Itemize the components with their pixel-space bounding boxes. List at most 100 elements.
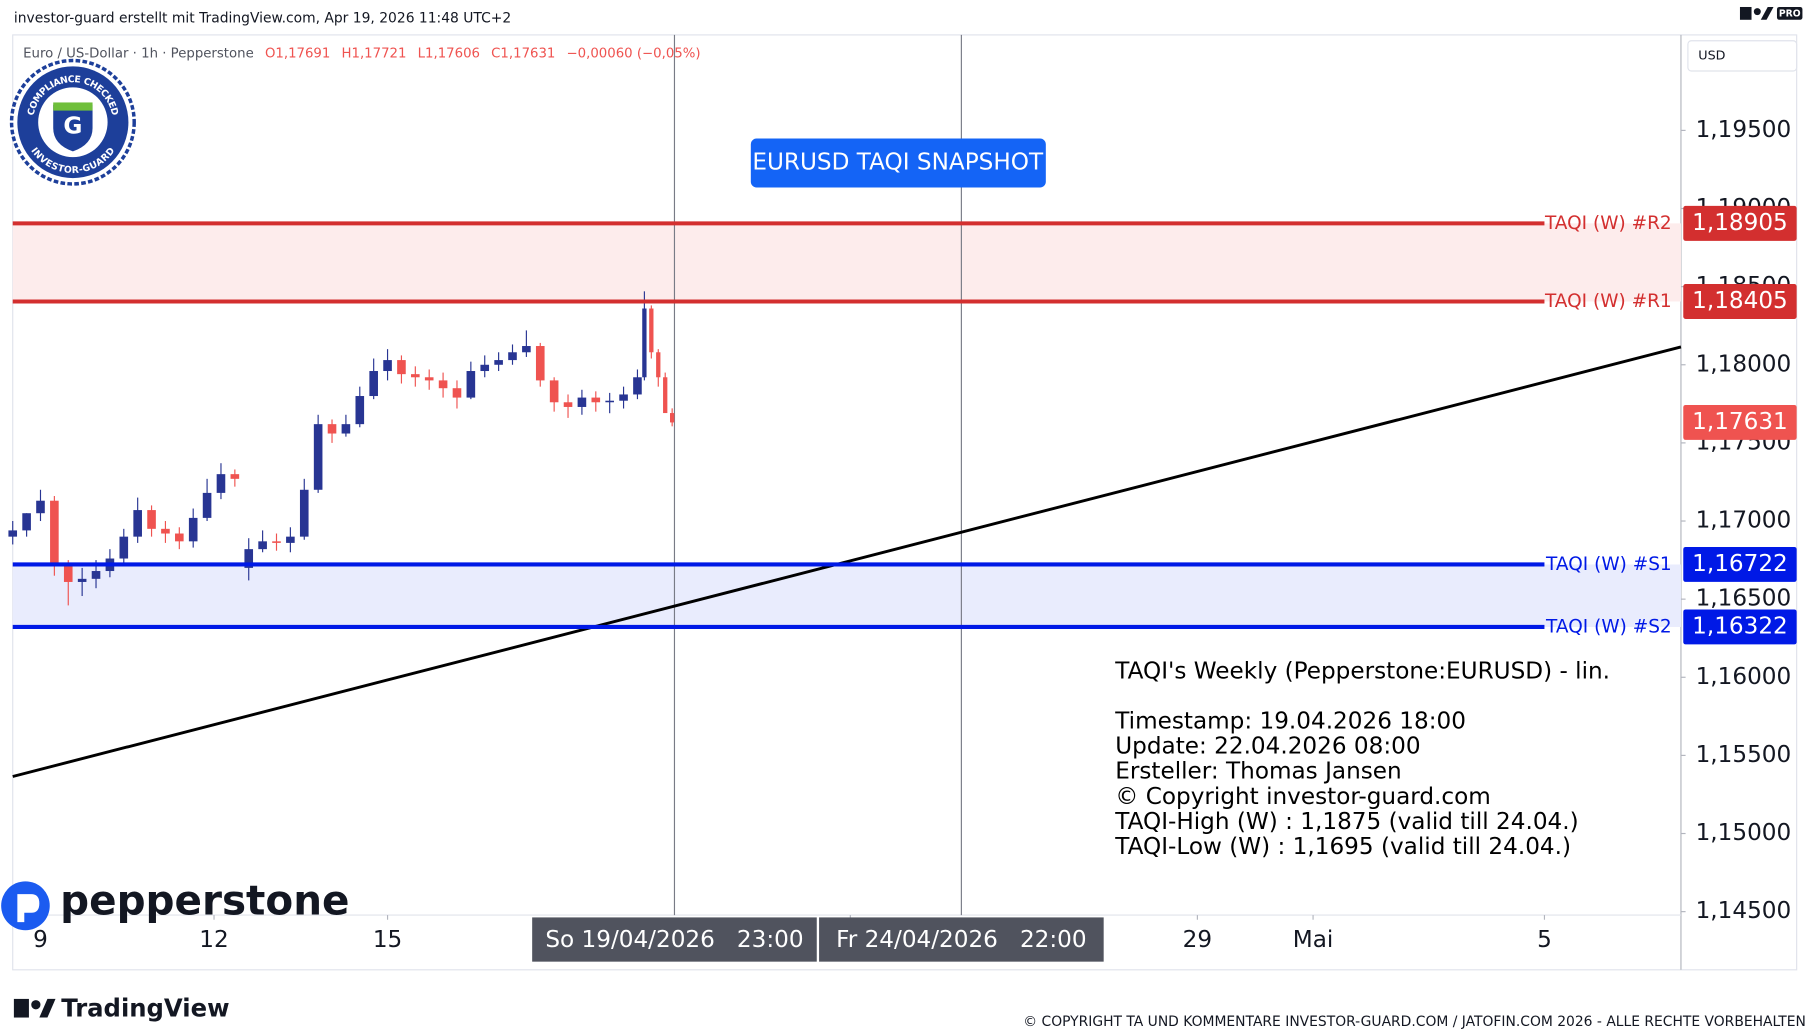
candle-body	[216, 474, 226, 493]
candle-body	[397, 360, 406, 375]
candle-body	[563, 402, 573, 407]
header-caption: investor-guard erstellt mit TradingView.…	[14, 11, 511, 27]
note-line: TAQI-Low (W) : 1,1695 (valid till 24.04.…	[1114, 833, 1571, 860]
legend-change: −0,00060 (−0,05%)	[567, 47, 701, 62]
candle-body	[313, 424, 323, 490]
last-price-label: 1,17631	[1692, 408, 1788, 435]
marker-box	[532, 917, 817, 962]
legend-open: O1,17691	[265, 47, 330, 62]
candle-body	[202, 492, 212, 518]
last-price-box	[1683, 404, 1797, 440]
candle-body	[175, 533, 184, 542]
compliance-badge: COMPLIANCE CHECKED INVESTOR-GUARD G	[9, 58, 136, 186]
copyright: © COPYRIGHT TA UND KOMMENTARE INVESTOR-G…	[1023, 1014, 1806, 1030]
y-tick-label: 1,19500	[1696, 116, 1792, 143]
candle-body	[605, 400, 614, 403]
chart-title: EURUSD TAQI SNAPSHOT	[752, 148, 1044, 175]
legend-high: H1,17721	[342, 47, 407, 62]
candle-body	[494, 360, 503, 365]
level-price-label: 1,16322	[1692, 612, 1788, 639]
candle-body	[633, 377, 642, 395]
candle-body	[535, 346, 545, 381]
candle-body	[161, 528, 170, 534]
y-tick-label: 1,16500	[1696, 585, 1792, 612]
note-line: Update: 22.04.2026 08:00	[1115, 732, 1420, 759]
candle-body	[36, 500, 45, 514]
x-tick-label: Mai	[1293, 926, 1334, 953]
currency-box	[1687, 40, 1798, 72]
note-line: TAQI-High (W) : 1,1875 (valid till 24.04…	[1114, 808, 1578, 835]
candle-body	[133, 510, 142, 537]
candle-body	[230, 474, 240, 479]
level-price-box	[1683, 205, 1797, 241]
candle-body	[649, 308, 654, 353]
candle-body	[670, 413, 675, 423]
candle-body	[438, 380, 448, 389]
candle-body	[466, 371, 476, 398]
x-tick-label: 12	[199, 926, 228, 953]
level-zone	[12, 223, 1681, 302]
legend-close: C1,17631	[491, 47, 555, 62]
candle-body	[424, 377, 434, 381]
y-tick-label: 1,17000	[1696, 506, 1792, 533]
y-tick-label: 1,15500	[1696, 741, 1792, 768]
marker-label: Fr 24/04/2026 22:00	[836, 926, 1087, 953]
pepperstone-text: pepperstone	[60, 876, 349, 924]
candle-body	[508, 352, 517, 361]
badge-letter: G	[63, 112, 82, 139]
level-price-box	[1683, 546, 1797, 582]
legend: Euro / US-Dollar · 1h · Pepperstone O1,1…	[23, 47, 700, 62]
candle-body	[383, 360, 392, 372]
x-tick-label: 15	[373, 926, 402, 953]
plot: 1,14500 1,15000 1,15500 1,16000 1,16500 1,170…	[8, 34, 1797, 962]
note-line: Ersteller: Thomas Jansen	[1115, 758, 1401, 785]
candle-body	[258, 541, 267, 550]
candle-body	[327, 424, 337, 434]
candle-body	[452, 388, 462, 398]
candle-body	[50, 500, 59, 565]
candle-body	[619, 394, 628, 401]
candle-body	[272, 541, 281, 543]
candle-body	[411, 374, 420, 378]
note-line: © Copyright investor-guard.com	[1115, 783, 1491, 810]
candle-body	[663, 377, 668, 414]
candle-body	[549, 380, 559, 403]
level-zone	[12, 564, 1681, 627]
level-price-box	[1683, 284, 1797, 319]
candle-body	[286, 536, 295, 543]
y-tick-label: 1,15000	[1696, 819, 1792, 846]
candle-body	[522, 346, 531, 353]
marker-box	[819, 917, 1104, 962]
candle-body	[642, 308, 647, 378]
candle-body	[147, 510, 156, 529]
candle-body	[656, 352, 661, 378]
currency-label: USD	[1698, 48, 1725, 63]
tradingview-text: TradingView	[61, 993, 229, 1022]
y-tick-label: 1,14500	[1696, 897, 1792, 924]
level-price-label: 1,18405	[1692, 287, 1788, 314]
y-tick-label: 1,16000	[1696, 663, 1792, 690]
x-tick-label: 5	[1537, 926, 1552, 953]
x-tick-label: 29	[1183, 926, 1212, 953]
candle-body	[119, 536, 129, 559]
legend-low: L1,17606	[418, 47, 480, 62]
level-label: TAQI (W) #R1	[1544, 291, 1672, 312]
candle-body	[577, 397, 587, 407]
marker-label: So 19/04/2026 23:00	[545, 926, 803, 953]
pepperstone-logo: pepperstone	[1, 876, 350, 931]
note-line: Timestamp: 19.04.2026 18:00	[1114, 707, 1466, 734]
level-price-label: 1,16722	[1692, 550, 1788, 577]
tv-logo-top: PRO	[1739, 6, 1803, 20]
candle-body	[355, 396, 365, 425]
y-tick-label: 1,18000	[1696, 350, 1792, 377]
candle-body	[188, 517, 198, 542]
candle-body	[8, 530, 18, 537]
candle-body	[591, 397, 601, 403]
candle-body	[369, 371, 378, 397]
candle-body	[91, 571, 101, 579]
legend-symbol: Euro / US-Dollar · 1h · Pepperstone	[23, 47, 254, 62]
candle-body	[341, 424, 351, 434]
title-button	[750, 138, 1046, 188]
